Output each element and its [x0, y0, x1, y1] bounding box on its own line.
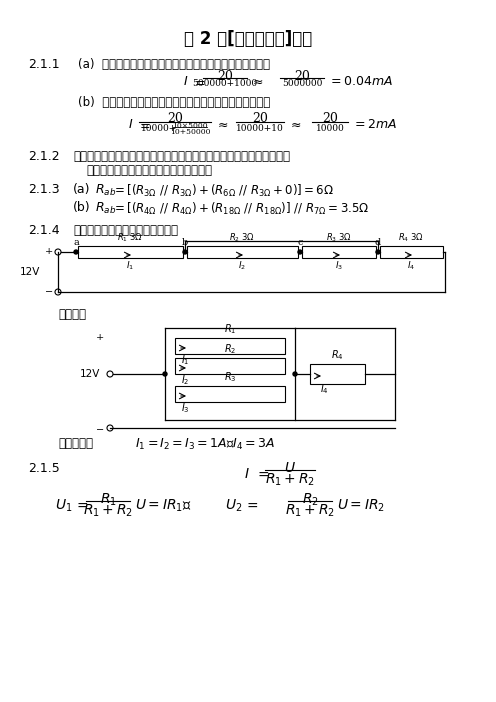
Text: 2.1.4: 2.1.4: [28, 224, 60, 237]
Bar: [175, 358, 285, 374]
Text: $\approx$: $\approx$: [250, 75, 263, 88]
Text: 500000+1000: 500000+1000: [192, 79, 257, 88]
Text: (b)  两个阻値相差很大的电阵并联，阻値大的电阵可忽略。: (b) 两个阻値相差很大的电阵并联，阻値大的电阵可忽略。: [78, 96, 270, 109]
Text: c: c: [297, 238, 303, 247]
Text: $R_3$: $R_3$: [224, 370, 236, 384]
Text: $R_2$: $R_2$: [302, 492, 318, 508]
Text: $= [(R_{3\Omega}\ //\ R_{3\Omega}) + (R_{6\Omega}\ //\ R_{3\Omega} + 0)] = 6\Ome: $= [(R_{3\Omega}\ //\ R_{3\Omega}) + (R_…: [112, 183, 334, 199]
Text: $R_1 + R_2$: $R_1 + R_2$: [265, 472, 315, 489]
Bar: [175, 338, 285, 354]
Text: +: +: [45, 248, 53, 256]
Text: $I_3$: $I_3$: [335, 259, 343, 272]
Text: 12V: 12V: [20, 267, 40, 277]
Text: $I_4$: $I_4$: [320, 382, 329, 396]
Text: 标出电阵上电流方向如下图所示：: 标出电阵上电流方向如下图所示：: [73, 224, 178, 237]
Text: $I$: $I$: [183, 75, 188, 88]
Text: $I_2$: $I_2$: [181, 373, 189, 387]
Text: 12V: 12V: [80, 369, 100, 379]
Text: 第 2 章[练习与思考]答案: 第 2 章[练习与思考]答案: [184, 30, 312, 48]
Text: $U = IR_2$: $U = IR_2$: [337, 498, 385, 515]
Text: 20: 20: [252, 112, 268, 125]
Text: $I_2$: $I_2$: [238, 259, 246, 272]
Text: 5000000: 5000000: [282, 79, 322, 88]
Text: 10000+: 10000+: [141, 124, 177, 133]
Text: −: −: [45, 288, 53, 296]
Text: 10×5000: 10×5000: [172, 122, 208, 130]
Bar: [187, 246, 298, 258]
Text: −: −: [96, 426, 104, 435]
Bar: [310, 364, 365, 384]
Text: $I_1 = I_2 = I_3 = 1A$；$I_4 = 3A$: $I_1 = I_2 = I_3 = 1A$；$I_4 = 3A$: [135, 437, 275, 452]
Text: $U_2$: $U_2$: [225, 498, 243, 515]
Text: a: a: [73, 238, 79, 247]
Text: $R_1 + R_2$: $R_1 + R_2$: [83, 503, 133, 519]
Text: $I_3$: $I_3$: [181, 401, 189, 415]
Text: $I$: $I$: [127, 118, 133, 131]
Text: $R_2\ 3\Omega$: $R_2\ 3\Omega$: [229, 232, 255, 244]
Circle shape: [163, 372, 167, 376]
Text: 当于并联电阵越多，总负载电阵就越小。: 当于并联电阵越多，总负载电阵就越小。: [86, 164, 212, 177]
Bar: [175, 386, 285, 402]
Text: $R_{ab}$: $R_{ab}$: [95, 183, 116, 198]
Text: (a)  两个阻値相差很大的电阵串联，阻値小的电阵可忽略。: (a) 两个阻値相差很大的电阵串联，阻値小的电阵可忽略。: [78, 58, 270, 71]
Text: $R_3\ 3\Omega$: $R_3\ 3\Omega$: [326, 232, 352, 244]
Circle shape: [376, 250, 380, 254]
Circle shape: [298, 250, 302, 254]
Text: $I_1$: $I_1$: [181, 353, 189, 367]
Text: $R_1$: $R_1$: [224, 322, 236, 336]
Text: 2.1.1: 2.1.1: [28, 58, 60, 71]
Circle shape: [293, 372, 297, 376]
Text: $=$: $=$: [244, 498, 259, 512]
Text: $= [(R_{4\Omega}\ //\ R_{4\Omega}) + (R_{18\Omega}\ //\ R_{18\Omega})]\ //\ R_{7: $= [(R_{4\Omega}\ //\ R_{4\Omega}) + (R_…: [112, 201, 370, 217]
Text: $I_1$: $I_1$: [126, 259, 134, 272]
Text: 由图可知：: 由图可知：: [58, 437, 93, 450]
Text: $I$: $I$: [245, 467, 250, 481]
Text: d: d: [375, 238, 381, 247]
Text: $R_1$: $R_1$: [100, 492, 117, 508]
Text: (a): (a): [73, 183, 90, 196]
Text: $I_4$: $I_4$: [407, 259, 415, 272]
Text: $R_2$: $R_2$: [224, 342, 236, 356]
Text: b: b: [182, 238, 188, 247]
Text: $U$: $U$: [284, 461, 296, 475]
Text: $=$: $=$: [192, 75, 206, 88]
Text: $R_4$: $R_4$: [331, 348, 343, 362]
Text: $R_4\ 3\Omega$: $R_4\ 3\Omega$: [398, 232, 424, 244]
Text: 20: 20: [322, 112, 338, 125]
Text: $=$: $=$: [74, 498, 89, 512]
Text: (b): (b): [73, 201, 91, 214]
Text: $= 2mA$: $= 2mA$: [352, 118, 397, 131]
Circle shape: [74, 250, 78, 254]
Text: 2.1.3: 2.1.3: [28, 183, 60, 196]
Text: 10000+10: 10000+10: [236, 124, 284, 133]
Text: 2.1.2: 2.1.2: [28, 150, 60, 163]
Text: 10+50000: 10+50000: [170, 128, 210, 136]
Text: $U = IR_1$；: $U = IR_1$；: [135, 498, 192, 515]
Text: $U_1$: $U_1$: [55, 498, 72, 515]
Text: $R_1\ 3\Omega$: $R_1\ 3\Omega$: [117, 232, 143, 244]
Bar: [380, 246, 443, 258]
Text: $\approx$: $\approx$: [215, 118, 229, 131]
Text: 20: 20: [294, 70, 310, 83]
Text: 10000: 10000: [315, 124, 344, 133]
Text: 整理得：: 整理得：: [58, 308, 86, 321]
Text: $=$: $=$: [255, 467, 270, 481]
Text: $= 0.04mA$: $= 0.04mA$: [328, 75, 393, 88]
Bar: [302, 246, 376, 258]
Text: $=$: $=$: [137, 118, 151, 131]
Text: $R_1 + R_2$: $R_1 + R_2$: [285, 503, 335, 519]
Text: $R_{ab}$: $R_{ab}$: [95, 201, 116, 216]
Text: 由于电源电压通常不变，而电灯都是并联在电源上的，灯开得越多则相: 由于电源电压通常不变，而电灯都是并联在电源上的，灯开得越多则相: [73, 150, 290, 163]
Circle shape: [183, 250, 187, 254]
Text: 20: 20: [217, 70, 233, 83]
Text: $\approx$: $\approx$: [288, 118, 302, 131]
Text: +: +: [96, 333, 104, 342]
Bar: [78, 246, 183, 258]
Text: 2.1.5: 2.1.5: [28, 462, 60, 475]
Text: 20: 20: [167, 112, 183, 125]
